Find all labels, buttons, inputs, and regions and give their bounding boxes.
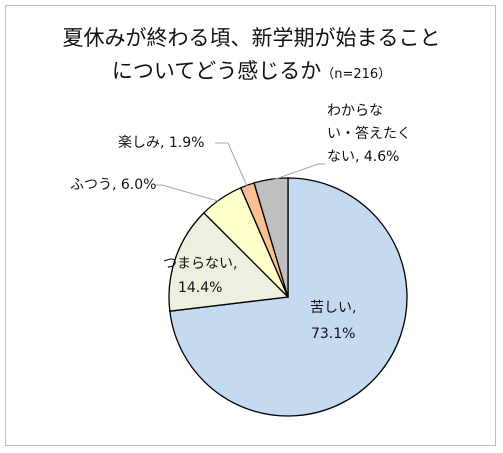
- label-tanoshimi: 楽しみ, 1.9%: [118, 135, 205, 151]
- pie-slices: [168, 177, 408, 417]
- label-kurushii: 苦しい, 73.1%: [310, 298, 356, 344]
- leader-line-wakaranai: [272, 163, 325, 181]
- chart-title-line2-text: についてどう感じるか: [111, 59, 322, 83]
- leader-lines: [155, 142, 325, 202]
- label-kurushii-value: 73.1%: [310, 326, 356, 342]
- slice-tsumaranai: [168, 211, 290, 312]
- chart-title-line1: 夏休みが終わる頃、新学期が始まること: [62, 26, 441, 50]
- label-wakaranai-line3: ない, 4.6%: [327, 149, 400, 165]
- leader-line-tanoshimi: [215, 142, 248, 187]
- sample-size-note: （n=216）: [321, 67, 392, 82]
- leader-line-futsuu: [155, 184, 219, 202]
- slice-wakaranai: [253, 177, 289, 298]
- label-wakaranai-line1: わからな: [327, 103, 383, 119]
- label-kurushii-name: 苦しい,: [310, 300, 357, 316]
- label-tsumaranai: つまらない, 14.4%: [163, 254, 237, 298]
- chart-title-line2: についてどう感じるか（n=216）: [0, 55, 503, 85]
- label-tsumaranai-name: つまらない,: [163, 256, 238, 272]
- label-tsumaranai-value: 14.4%: [177, 280, 223, 296]
- label-wakaranai: わからな い・答えたく ない, 4.6%: [327, 100, 411, 169]
- label-wakaranai-line2: い・答えたく: [327, 126, 411, 142]
- label-futsuu: ふつう, 6.0%: [70, 177, 157, 193]
